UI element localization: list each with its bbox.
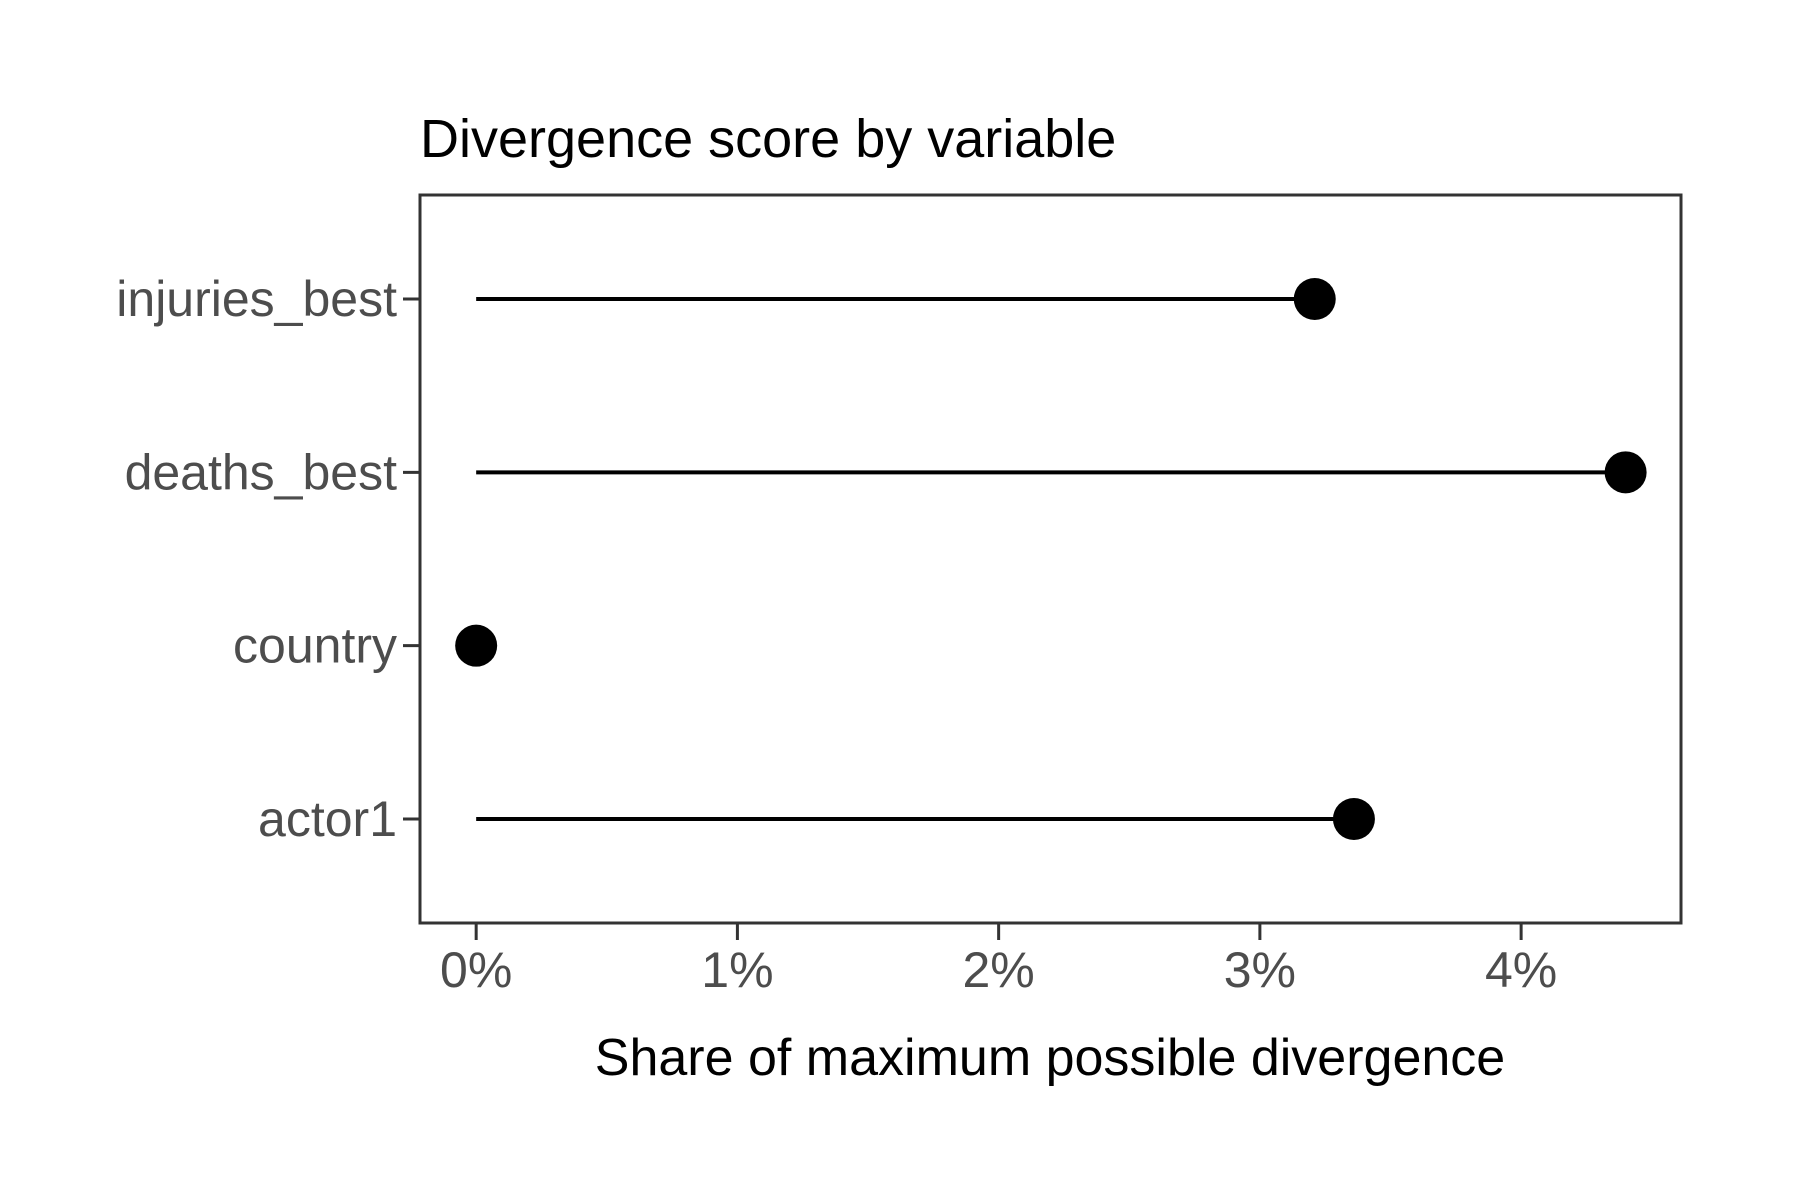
lollipop-point [455, 624, 498, 667]
chart-title: Divergence score by variable [420, 109, 1116, 169]
y-axis-category-label: injuries_best [116, 271, 397, 327]
lollipop-point [1604, 451, 1647, 494]
y-axis-category-label: deaths_best [125, 444, 398, 500]
y-axis-category-label: country [233, 618, 397, 674]
x-axis-tick-label: 1% [701, 942, 773, 998]
x-axis-tick-label: 0% [440, 942, 512, 998]
lollipop-point [1332, 798, 1375, 840]
plot-panel-border [418, 193, 1683, 925]
x-axis-tick-label: 3% [1224, 942, 1296, 998]
y-axis-category-label: actor1 [258, 791, 397, 847]
chart-content-layer: 0% 1% 2% 3% 4% injuries_best deaths_bestcountr… [116, 271, 1647, 998]
x-axis-title: Share of maximum possible divergence [595, 1029, 1505, 1087]
x-axis-tick-label: 4% [1485, 942, 1557, 998]
lollipop-point [1293, 278, 1336, 320]
x-axis-tick-label: 2% [963, 942, 1035, 998]
